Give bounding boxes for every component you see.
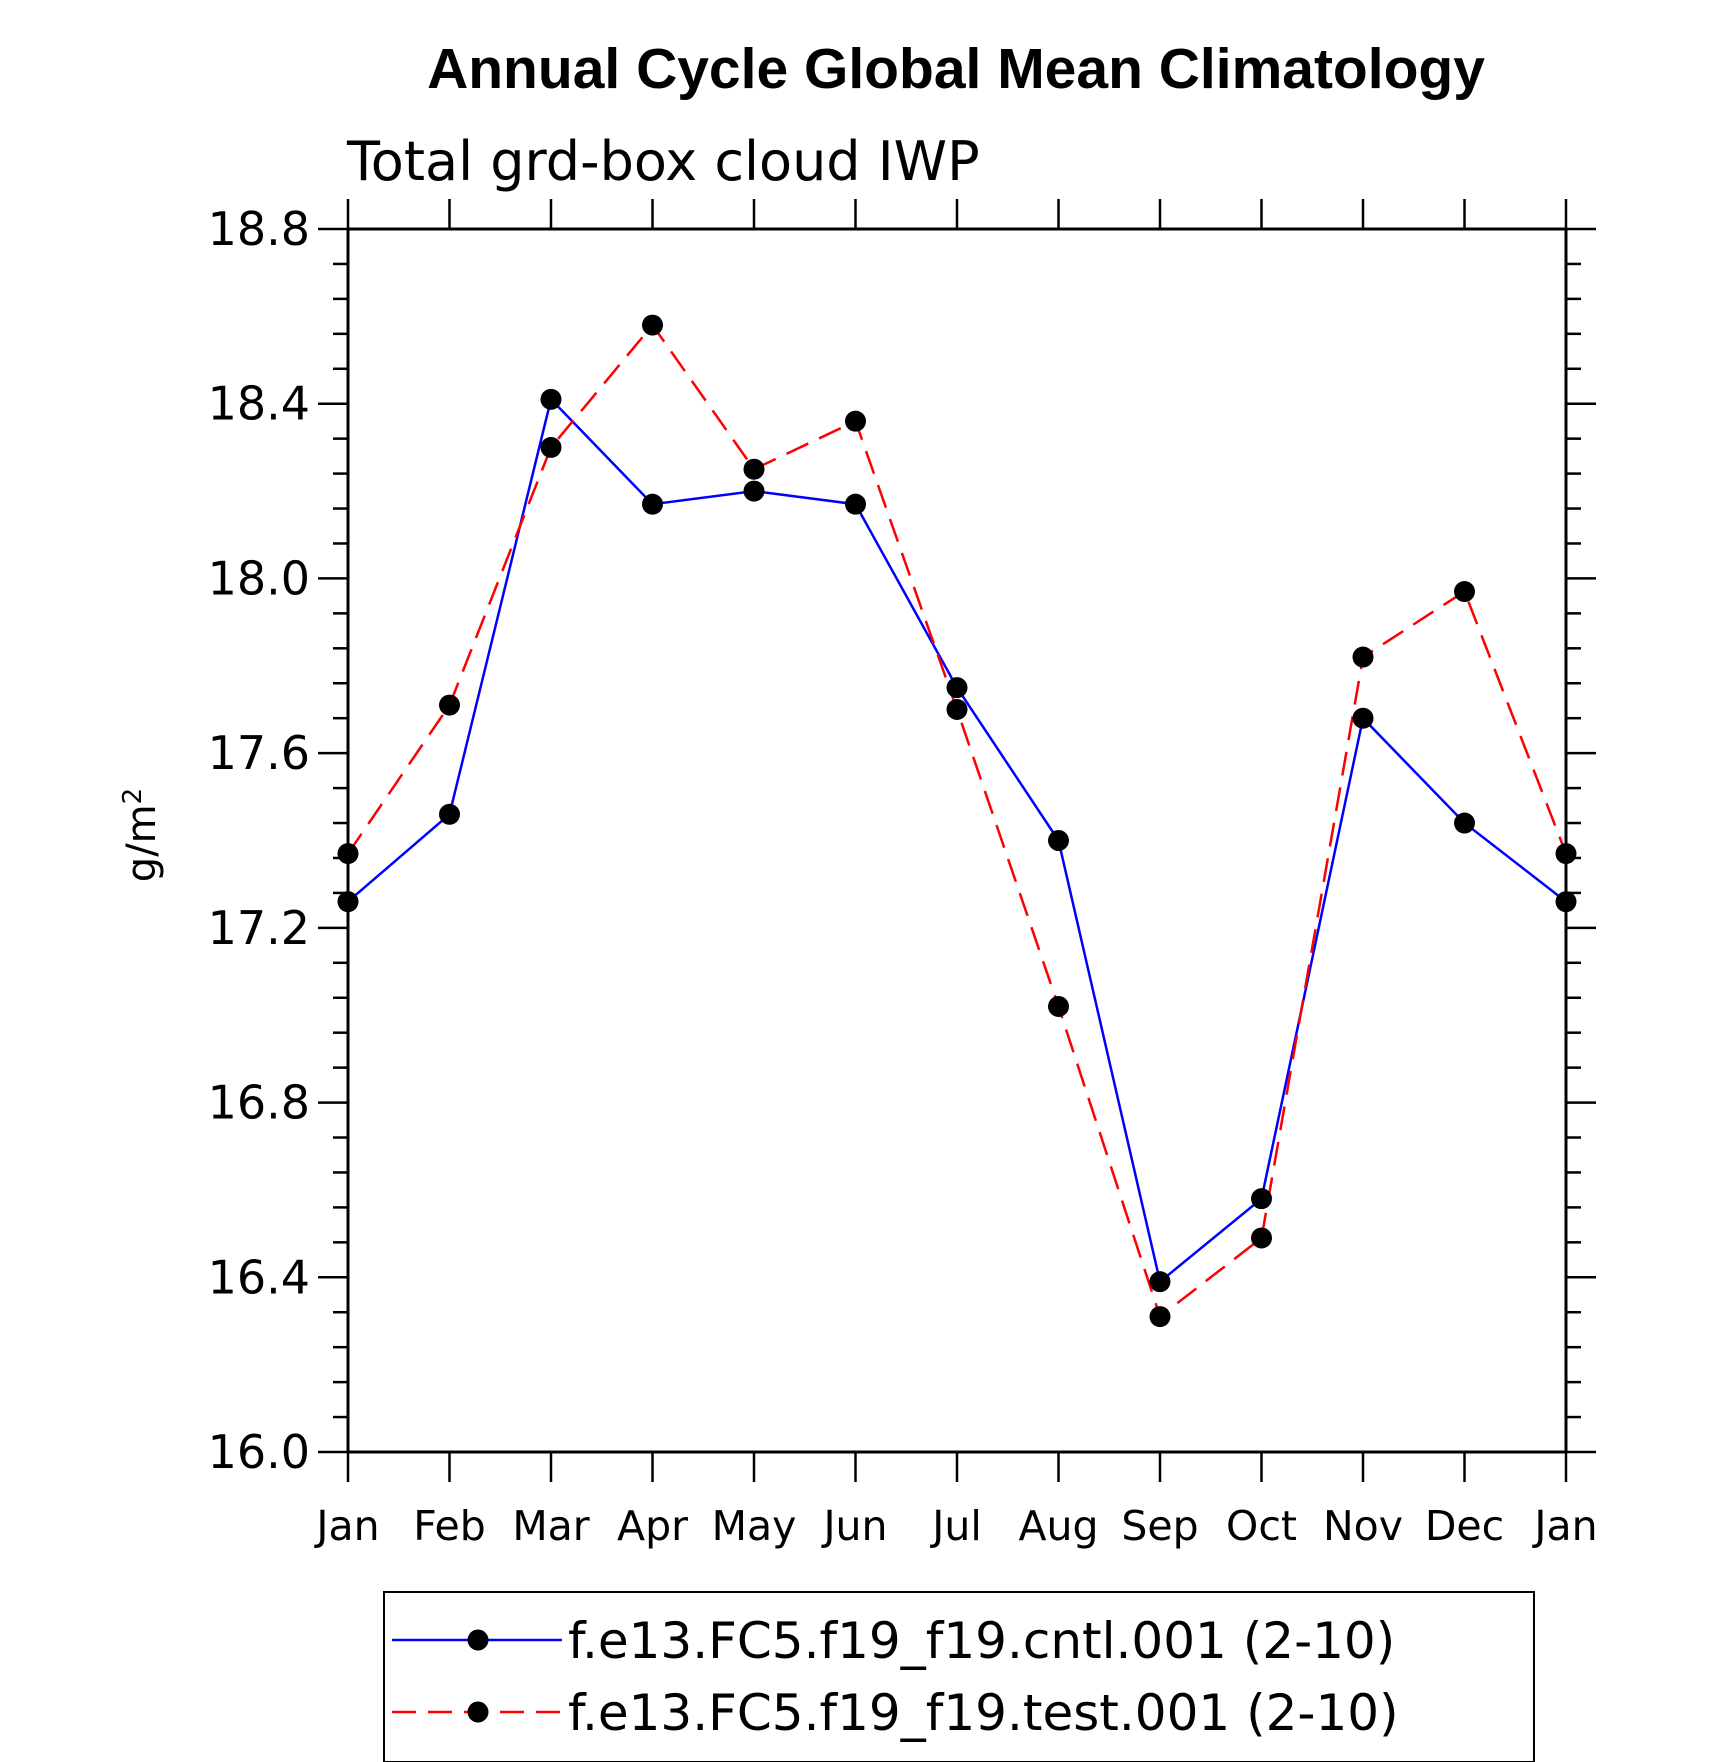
y-axis-label-exponent: 2	[118, 788, 148, 805]
series-2-point	[1149, 1306, 1171, 1328]
legend-box	[383, 1591, 1535, 1762]
series-layer	[337, 314, 1577, 1328]
y-tick-label: 17.6	[208, 726, 310, 780]
y-tick-label: 18.8	[208, 202, 310, 256]
series-1-point	[946, 677, 968, 699]
series-line-2	[346, 323, 1568, 1319]
legend: f.e13.FC5.f19_f19.cntl.001 (2-10) f.e13.F…	[392, 1612, 1399, 1742]
x-tick-label: Jun	[820, 1502, 887, 1550]
series-2-point	[1555, 843, 1577, 865]
x-tick-label: Feb	[413, 1502, 486, 1550]
series-2-point	[946, 698, 968, 720]
series-2-point	[1352, 646, 1374, 668]
y-tick-label: 17.2	[208, 901, 310, 955]
chart-subtitle: Total grd-box cloud IWP	[346, 130, 980, 193]
y-tick-label: 18.4	[208, 377, 310, 431]
legend-marker-1	[467, 1629, 489, 1651]
x-tick-label: May	[712, 1502, 797, 1550]
series-1-point	[1555, 891, 1577, 913]
series-1-point	[439, 803, 460, 825]
series-2-point	[1454, 581, 1475, 603]
y-tick-label: 16.4	[208, 1250, 310, 1304]
x-tick-label: Nov	[1323, 1502, 1403, 1550]
chart-title: Annual Cycle Global Mean Climatology	[427, 37, 1485, 101]
x-tick-label: Oct	[1226, 1502, 1297, 1550]
series-2-point	[642, 314, 663, 336]
series-1-point	[743, 480, 765, 502]
series-1-point	[1251, 1188, 1272, 1210]
series-2-point	[1251, 1227, 1272, 1249]
series-2-point	[1048, 995, 1069, 1017]
y-axis-label-unit: g/m	[119, 804, 165, 882]
y-tick-label: 16.0	[208, 1425, 310, 1479]
series-2-point	[337, 843, 359, 865]
x-tick-label: Apr	[617, 1502, 688, 1550]
x-tick-label: Jul	[929, 1502, 981, 1550]
series-2-point	[439, 694, 460, 716]
axes: 16.0 16.4 16.8 17.2 17.6 18.0 18.4 18.8 Jan Feb Ma…	[208, 199, 1598, 1550]
x-tick-label: Aug	[1018, 1502, 1098, 1550]
y-tick-label: 18.0	[208, 551, 310, 605]
x-tick-label: Sep	[1121, 1502, 1198, 1550]
series-1-point	[1352, 707, 1374, 729]
plot-frame	[346, 227, 1568, 1454]
y-tick-label: 16.8	[208, 1076, 310, 1130]
series-2-point	[540, 436, 562, 458]
series-2-point	[743, 458, 765, 480]
series-1-point	[1048, 830, 1069, 851]
legend-label-1: f.e13.FC5.f19_f19.cntl.001 (2-10)	[568, 1612, 1395, 1670]
y-axis-label: g/m2	[118, 788, 165, 882]
x-tick-label: Jan	[1531, 1502, 1597, 1550]
series-1-point	[845, 493, 866, 515]
series-1-point	[540, 388, 562, 410]
x-tick-label: Dec	[1425, 1502, 1504, 1550]
series-line-1	[347, 396, 1567, 1284]
legend-label-2: f.e13.FC5.f19_f19.test.001 (2-10)	[568, 1684, 1399, 1742]
series-2-point	[845, 410, 866, 432]
series-1-point	[642, 493, 663, 515]
series-1-point	[1149, 1271, 1171, 1293]
series-1-point	[1454, 812, 1475, 834]
series-1-point	[337, 891, 359, 913]
x-tick-label: Jan	[313, 1502, 379, 1550]
legend-marker-2	[467, 1701, 489, 1723]
x-tick-label: Mar	[512, 1502, 589, 1550]
